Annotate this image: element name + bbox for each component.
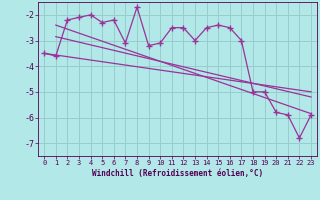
X-axis label: Windchill (Refroidissement éolien,°C): Windchill (Refroidissement éolien,°C) xyxy=(92,169,263,178)
